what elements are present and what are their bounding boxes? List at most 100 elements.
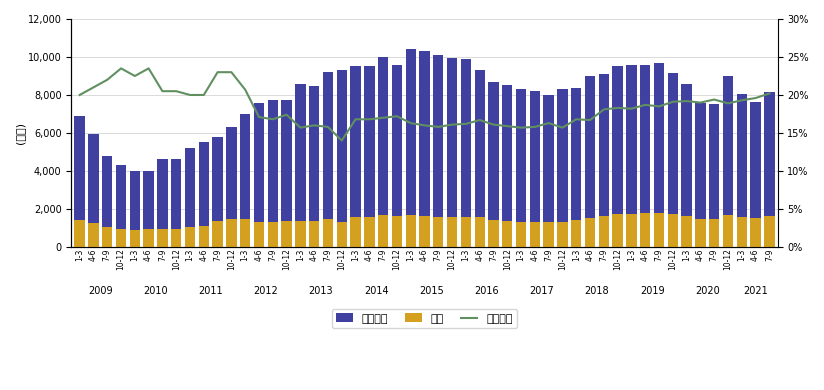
Bar [433, 216, 443, 247]
Bar [544, 95, 554, 247]
Bar [502, 85, 513, 247]
Bar [681, 83, 692, 247]
Bar [723, 215, 733, 247]
Bar [295, 221, 306, 247]
Bar [626, 214, 637, 247]
Bar [681, 216, 692, 247]
Bar [282, 221, 292, 247]
Bar [116, 165, 126, 247]
Bar [654, 63, 664, 247]
Text: 2018: 2018 [585, 286, 609, 296]
Bar [751, 218, 761, 247]
Line: 中国比率: 中国比率 [80, 68, 770, 140]
Bar [336, 222, 347, 247]
Bar [640, 65, 650, 247]
Bar [240, 114, 250, 247]
Text: 2013: 2013 [309, 286, 334, 296]
Bar [157, 159, 167, 247]
Text: 2011: 2011 [199, 286, 223, 296]
Bar [764, 216, 775, 247]
中国比率 [309, 123, 319, 128]
Bar [185, 148, 195, 247]
Bar [571, 88, 582, 247]
Bar [585, 76, 595, 247]
Bar [599, 74, 609, 247]
Bar [185, 227, 195, 247]
Bar [350, 216, 361, 247]
Bar [391, 216, 402, 247]
Bar [129, 230, 140, 247]
Bar [171, 159, 181, 247]
中国比率 [337, 138, 347, 143]
Bar [516, 222, 527, 247]
Bar [695, 220, 705, 247]
Bar [405, 50, 416, 247]
Bar [419, 216, 429, 247]
Bar [571, 220, 582, 247]
Bar [378, 57, 388, 247]
Bar [695, 103, 705, 247]
Bar [654, 213, 664, 247]
中国比率 [241, 87, 250, 92]
Bar [489, 82, 499, 247]
Bar [516, 89, 527, 247]
Bar [171, 229, 181, 247]
Bar [530, 222, 540, 247]
Bar [268, 222, 278, 247]
Bar [143, 171, 154, 247]
Text: 2010: 2010 [143, 286, 168, 296]
Bar [268, 100, 278, 247]
Bar [764, 92, 775, 247]
Bar [709, 105, 719, 247]
Bar [557, 222, 568, 247]
Bar [447, 58, 457, 247]
Bar [74, 220, 85, 247]
Text: 2009: 2009 [88, 286, 113, 296]
Bar [88, 134, 99, 247]
Bar [709, 220, 719, 247]
Bar [461, 59, 471, 247]
Legend: 海外全体, 中国, 中国比率: 海外全体, 中国, 中国比率 [332, 309, 517, 328]
Bar [751, 102, 761, 247]
Bar [378, 215, 388, 247]
Y-axis label: (億円): (億円) [15, 122, 25, 144]
Bar [102, 156, 112, 247]
Bar [723, 76, 733, 247]
Bar [227, 127, 236, 247]
Bar [74, 116, 85, 247]
Bar [240, 220, 250, 247]
Bar [129, 171, 140, 247]
Bar [475, 70, 485, 247]
中国比率 [296, 125, 306, 130]
Bar [254, 103, 265, 247]
Bar [116, 229, 126, 247]
Bar [364, 216, 375, 247]
Bar [350, 66, 361, 247]
Text: 2020: 2020 [695, 286, 719, 296]
Bar [599, 216, 609, 247]
Bar [282, 100, 292, 247]
Bar [502, 221, 513, 247]
Text: 2016: 2016 [475, 286, 499, 296]
Bar [309, 87, 320, 247]
Bar [157, 229, 167, 247]
Bar [323, 72, 333, 247]
Bar [364, 66, 375, 247]
Text: 2015: 2015 [419, 286, 444, 296]
Bar [612, 66, 623, 247]
Bar [557, 89, 568, 247]
Bar [667, 73, 678, 247]
Bar [143, 229, 154, 247]
Bar [475, 218, 485, 247]
Bar [199, 142, 209, 247]
中国比率 [116, 66, 126, 71]
Bar [213, 221, 222, 247]
Bar [626, 65, 637, 247]
Bar [391, 65, 402, 247]
Text: 2014: 2014 [364, 286, 389, 296]
中国比率 [751, 96, 761, 100]
Bar [323, 220, 333, 247]
Bar [585, 218, 595, 247]
Bar [489, 220, 499, 247]
中国比率 [765, 91, 775, 96]
